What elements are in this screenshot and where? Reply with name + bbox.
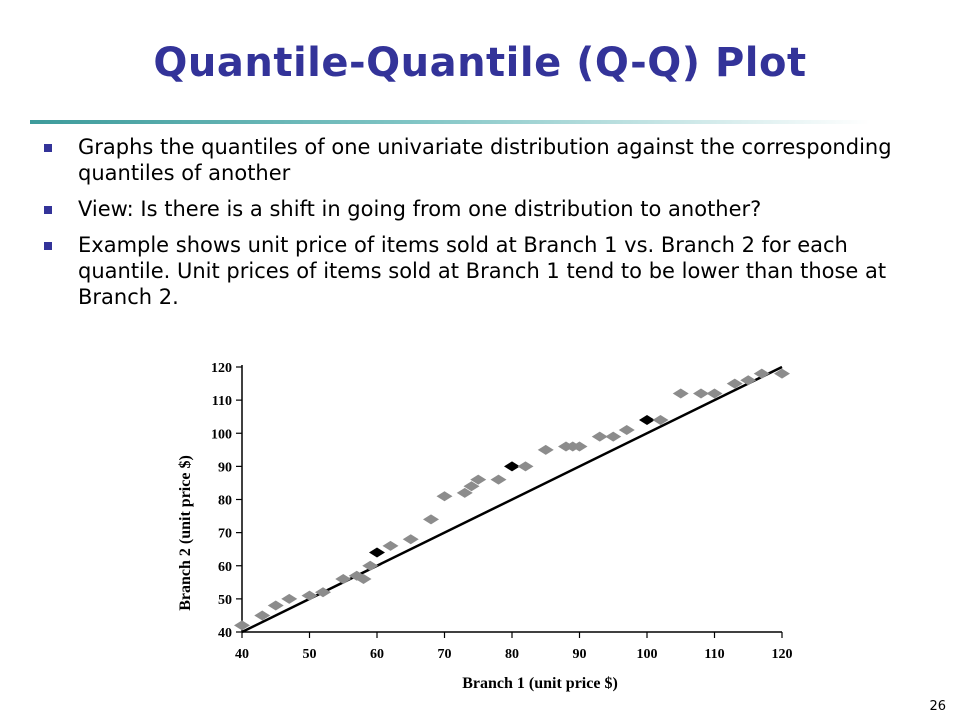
data-point	[382, 540, 399, 551]
reference-line-group	[241, 365, 783, 634]
data-point	[234, 620, 250, 631]
y-tick-label: 80	[218, 494, 232, 509]
bullet-item: View: Is there is a shift in going from …	[40, 196, 910, 222]
reference-line	[241, 365, 783, 634]
page-number: 26	[929, 699, 946, 714]
data-point	[618, 424, 635, 435]
bullet-list: Graphs the quantiles of one univariate d…	[40, 134, 910, 320]
data-point	[362, 560, 379, 571]
points-group	[234, 368, 790, 631]
y-tick-label: 60	[218, 560, 232, 575]
data-point	[706, 388, 723, 399]
square-bullet-icon	[44, 242, 52, 250]
data-point	[402, 534, 419, 545]
data-point	[693, 388, 709, 399]
y-tick-label: 110	[212, 394, 232, 409]
bullet-item: Example shows unit price of items sold a…	[40, 232, 910, 310]
bullet-text: Graphs the quantiles of one univariate d…	[78, 135, 892, 185]
y-tick-label: 70	[218, 527, 232, 542]
data-point	[456, 487, 473, 498]
x-tick-label: 60	[370, 647, 384, 662]
slide-title: Quantile-Quantile (Q-Q) Plot	[153, 40, 807, 86]
x-tick-label: 50	[303, 647, 317, 662]
highlighted-data-point	[639, 415, 655, 425]
data-point	[605, 431, 622, 442]
y-tick-label: 50	[218, 593, 232, 608]
data-point	[571, 441, 588, 452]
x-tick-label: 100	[637, 647, 658, 662]
data-point	[672, 388, 689, 399]
y-tick-label: 120	[211, 361, 232, 376]
title-divider	[30, 120, 870, 124]
data-point	[355, 574, 372, 584]
x-tick-label: 70	[438, 647, 452, 662]
highlighted-data-point	[369, 547, 385, 558]
qq-plot-chart: 40 50 60 70 80 90 100 110 120 40 50 60 70 80 90 100 110…	[177, 361, 793, 692]
data-point	[740, 375, 757, 386]
y-tick-label: 90	[218, 460, 232, 475]
y-tick-label: 100	[211, 427, 232, 442]
data-point	[517, 461, 534, 472]
x-tick-label: 120	[772, 647, 793, 662]
y-axis-label: Branch 2 (unit price $)	[177, 455, 194, 611]
data-point	[774, 368, 790, 379]
x-tick-label: 90	[573, 647, 587, 662]
data-point	[726, 378, 743, 389]
data-point	[267, 600, 284, 611]
y-axis: 40 50 60 70 80 90 100 110 120	[211, 361, 243, 641]
data-point	[335, 574, 352, 584]
x-tick-label: 80	[505, 647, 519, 662]
square-bullet-icon	[44, 206, 52, 214]
highlighted-data-point	[504, 461, 520, 472]
data-point	[463, 481, 480, 492]
data-point	[490, 474, 507, 485]
data-point	[315, 587, 331, 598]
data-point	[470, 474, 487, 485]
data-point	[254, 610, 271, 621]
x-tick-label: 40	[235, 647, 249, 662]
x-tick-label: 110	[704, 647, 724, 662]
data-point	[301, 590, 318, 601]
data-point	[591, 431, 608, 442]
data-point	[423, 514, 439, 525]
data-point	[753, 368, 770, 379]
x-axis: 40 50 60 70 80 90 100 110 120	[235, 631, 793, 662]
bullet-text: View: Is there is a shift in going from …	[78, 197, 762, 221]
bullet-text: Example shows unit price of items sold a…	[78, 233, 887, 309]
data-point	[281, 593, 298, 604]
data-point	[537, 444, 554, 455]
x-axis-label: Branch 1 (unit price $)	[462, 675, 618, 692]
data-point	[652, 415, 669, 425]
data-point	[436, 491, 453, 502]
y-tick-label: 40	[218, 626, 232, 641]
bullet-item: Graphs the quantiles of one univariate d…	[40, 134, 910, 186]
square-bullet-icon	[44, 144, 52, 152]
